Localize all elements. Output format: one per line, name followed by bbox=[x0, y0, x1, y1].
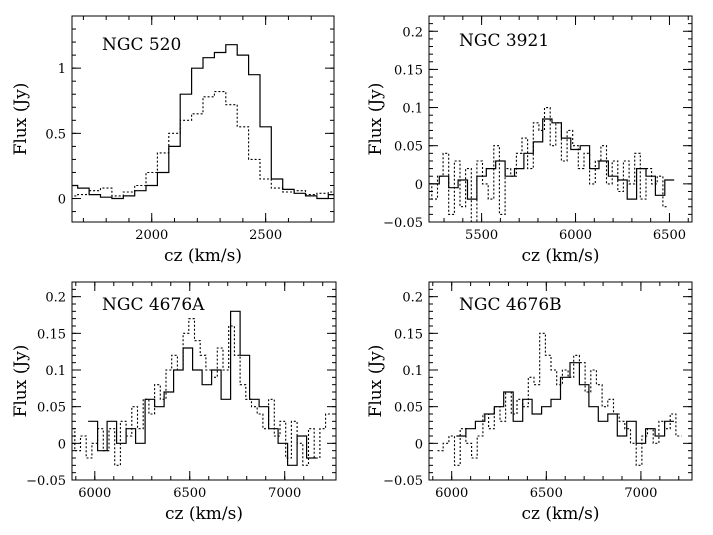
y-tick-label: −0.05 bbox=[383, 216, 423, 231]
y-tick-label: 0.1 bbox=[402, 102, 423, 117]
x-tick-label: 6000 bbox=[435, 486, 468, 501]
y-tick-label: 0 bbox=[58, 437, 66, 452]
y-tick-label: −0.05 bbox=[383, 474, 423, 489]
panel-title: NGC 4676B bbox=[459, 295, 562, 315]
x-axis-title: cz (km/s) bbox=[521, 246, 599, 266]
x-axis-title: cz (km/s) bbox=[521, 504, 599, 524]
panel-2: 5500 6000 6500 −0.05 0 0.05 0.1 0.15 0.2 cz (km/s… bbox=[366, 15, 693, 266]
y-tick-label: 0.1 bbox=[402, 364, 423, 379]
panel-1: 2000 2500 0 0.5 1 cz (km/s) Flux (Jy) NGC 520 bbox=[11, 15, 335, 266]
panel-3: 6000 6500 7000 −0.05 0 0.05 0.1 0.15 0.2 cz (km/s… bbox=[11, 281, 337, 524]
plot-frame bbox=[71, 281, 337, 481]
x-tick-label: 6000 bbox=[78, 486, 111, 501]
y-tick-label: −0.05 bbox=[26, 474, 66, 489]
y-tick-label: 0.05 bbox=[394, 401, 423, 416]
plot-frame bbox=[428, 281, 693, 481]
y-tick-label: 0.2 bbox=[402, 25, 423, 40]
y-axis-title: Flux (Jy) bbox=[11, 83, 31, 156]
y-tick-label: 0 bbox=[58, 193, 66, 208]
y-tick-label: 0.05 bbox=[37, 401, 66, 416]
panel-title: NGC 520 bbox=[102, 35, 181, 55]
x-axis-title: cz (km/s) bbox=[165, 504, 243, 524]
y-tick-label: 0.2 bbox=[45, 291, 66, 306]
x-tick-label: 6500 bbox=[653, 228, 686, 243]
plot-frame bbox=[71, 15, 335, 223]
x-tick-label: 7000 bbox=[624, 486, 657, 501]
panel-title: NGC 3921 bbox=[459, 31, 549, 51]
x-tick-label: 2500 bbox=[249, 228, 282, 243]
x-tick-label: 7000 bbox=[268, 486, 301, 501]
y-tick-label: 0.15 bbox=[37, 327, 66, 342]
y-tick-label: 0 bbox=[415, 178, 423, 193]
spectrum-solid-line bbox=[72, 44, 334, 200]
panel-4: 6000 6500 7000 −0.05 0 0.05 0.1 0.15 0.2 cz (km/s… bbox=[366, 281, 693, 524]
y-tick-label: 0.05 bbox=[394, 140, 423, 155]
y-tick-label: 0.15 bbox=[394, 63, 423, 78]
y-tick-label: 0.5 bbox=[45, 127, 66, 142]
x-tick-label: 6500 bbox=[530, 486, 563, 501]
spectrum-solid-line bbox=[88, 310, 317, 466]
spectrum-dotted-line bbox=[72, 318, 332, 466]
y-tick-label: 0.15 bbox=[394, 327, 423, 342]
y-tick-label: 0.2 bbox=[402, 291, 423, 306]
spectrum-dotted-line bbox=[437, 332, 682, 466]
y-tick-label: 0 bbox=[415, 437, 423, 452]
spectrum-solid-line bbox=[456, 362, 674, 444]
x-axis-title: cz (km/s) bbox=[164, 246, 242, 266]
plot-frame bbox=[428, 15, 693, 223]
y-tick-label: 0.1 bbox=[45, 364, 66, 379]
x-tick-label: 5500 bbox=[465, 228, 498, 243]
x-tick-label: 2000 bbox=[135, 228, 168, 243]
spectrum-dotted-line bbox=[72, 91, 334, 197]
spectrum-solid-line bbox=[429, 118, 675, 200]
x-tick-label: 6000 bbox=[559, 228, 592, 243]
y-axis-title: Flux (Jy) bbox=[366, 83, 386, 156]
y-axis-title: Flux (Jy) bbox=[366, 345, 386, 418]
spectrum-dotted-line bbox=[429, 107, 669, 222]
panel-title: NGC 4676A bbox=[102, 295, 205, 315]
x-tick-label: 6500 bbox=[173, 486, 206, 501]
y-tick-label: 1 bbox=[58, 62, 66, 77]
y-axis-title: Flux (Jy) bbox=[11, 345, 31, 418]
